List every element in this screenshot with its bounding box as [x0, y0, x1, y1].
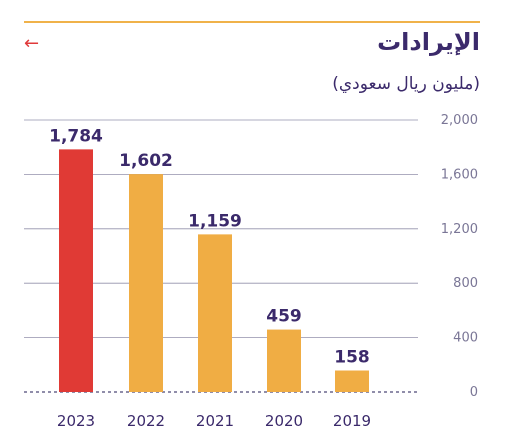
y-tick-label: 2,000: [441, 113, 478, 128]
chart-title: الإيرادات: [377, 28, 480, 56]
y-tick-label: 0: [470, 385, 478, 400]
x-tick-label: 2023: [57, 412, 95, 430]
arrow-left-icon[interactable]: ←: [24, 33, 40, 54]
bar: [335, 370, 369, 392]
data-label: 1,784: [49, 126, 103, 146]
data-label: 1,159: [188, 211, 242, 231]
y-tick-label: 1,600: [441, 167, 478, 182]
header-rule: [24, 21, 480, 23]
x-tick-label: 2021: [196, 412, 234, 430]
x-tick-label: 2020: [265, 412, 303, 430]
y-tick-label: 1,200: [441, 222, 478, 237]
y-tick-label: 400: [453, 331, 478, 346]
y-tick-label: 800: [453, 276, 478, 291]
x-tick-label: 2022: [127, 412, 165, 430]
bar: [129, 174, 163, 392]
data-label: 1,602: [119, 151, 173, 171]
data-label: 459: [266, 307, 302, 327]
data-label: 158: [334, 348, 370, 368]
bar: [267, 329, 301, 392]
chart-subtitle: (مليون ريال سعودي): [332, 74, 480, 94]
bar: [59, 149, 93, 392]
x-tick-label: 2019: [333, 412, 371, 430]
bar: [198, 234, 232, 392]
